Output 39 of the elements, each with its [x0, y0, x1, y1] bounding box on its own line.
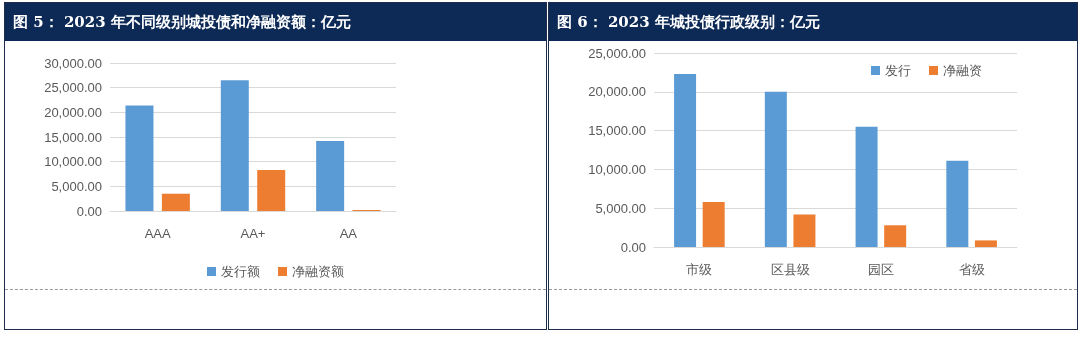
bar — [220, 80, 249, 211]
y-tick-label: 10,000.00 — [44, 154, 102, 170]
bar — [257, 170, 286, 211]
legend-label: 净融资 — [943, 63, 982, 78]
x-tick-label: AAA — [144, 226, 171, 241]
y-tick-label: 25,000.00 — [44, 80, 102, 96]
bar — [884, 225, 907, 247]
bar — [946, 160, 969, 247]
x-tick-label: 市级 — [686, 262, 713, 277]
y-tick-label: 30,000.00 — [44, 55, 102, 71]
y-tick-label: 25,000.00 — [588, 45, 646, 61]
bar — [125, 105, 154, 211]
y-tick-label: 5,000.00 — [51, 178, 102, 194]
y-tick-label: 0.00 — [76, 203, 102, 219]
y-tick-label: 20,000.00 — [588, 84, 646, 100]
x-tick-label: 区县级 — [770, 262, 810, 277]
bar — [161, 193, 190, 211]
y-tick-label: 20,000.00 — [44, 104, 102, 120]
x-tick-label: 园区 — [867, 262, 894, 277]
x-tick-label: 省级 — [958, 262, 985, 277]
y-tick-label: 0.00 — [620, 239, 646, 255]
y-tick-label: 15,000.00 — [44, 129, 102, 145]
bar — [793, 214, 816, 247]
x-tick-label: AA+ — [240, 226, 266, 241]
y-tick-label: 5,000.00 — [595, 200, 646, 216]
legend-label: 净融资额 — [292, 264, 344, 279]
y-tick-label: 15,000.00 — [588, 123, 646, 139]
x-tick-label: AA — [339, 226, 358, 241]
bar — [702, 201, 725, 247]
bar — [855, 126, 878, 247]
bar — [674, 73, 697, 247]
chart-title: 图 5： 2023 年不同级别城投债和净融资额：亿元 — [5, 3, 546, 41]
legend-label: 发行 — [885, 63, 911, 78]
bar — [974, 240, 997, 247]
legend-label: 发行额 — [221, 264, 260, 279]
y-tick-label: 10,000.00 — [588, 161, 646, 177]
chart-title: 图 6： 2023 年城投债行政级别：亿元 — [549, 3, 1077, 41]
bar — [764, 91, 787, 247]
bar — [316, 140, 345, 211]
